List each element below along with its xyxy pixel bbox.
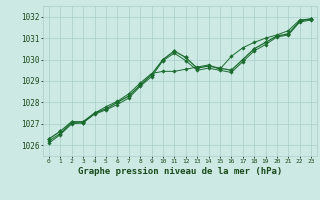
X-axis label: Graphe pression niveau de la mer (hPa): Graphe pression niveau de la mer (hPa) [78, 167, 282, 176]
